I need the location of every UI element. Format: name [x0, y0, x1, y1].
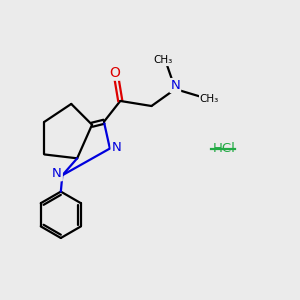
Text: CH₃: CH₃: [200, 94, 219, 103]
Text: O: O: [109, 66, 120, 80]
Text: N: N: [52, 167, 62, 180]
Text: CH₃: CH₃: [154, 55, 173, 65]
Text: N: N: [112, 140, 121, 154]
Text: HCl: HCl: [213, 142, 236, 155]
Text: N: N: [170, 79, 180, 92]
